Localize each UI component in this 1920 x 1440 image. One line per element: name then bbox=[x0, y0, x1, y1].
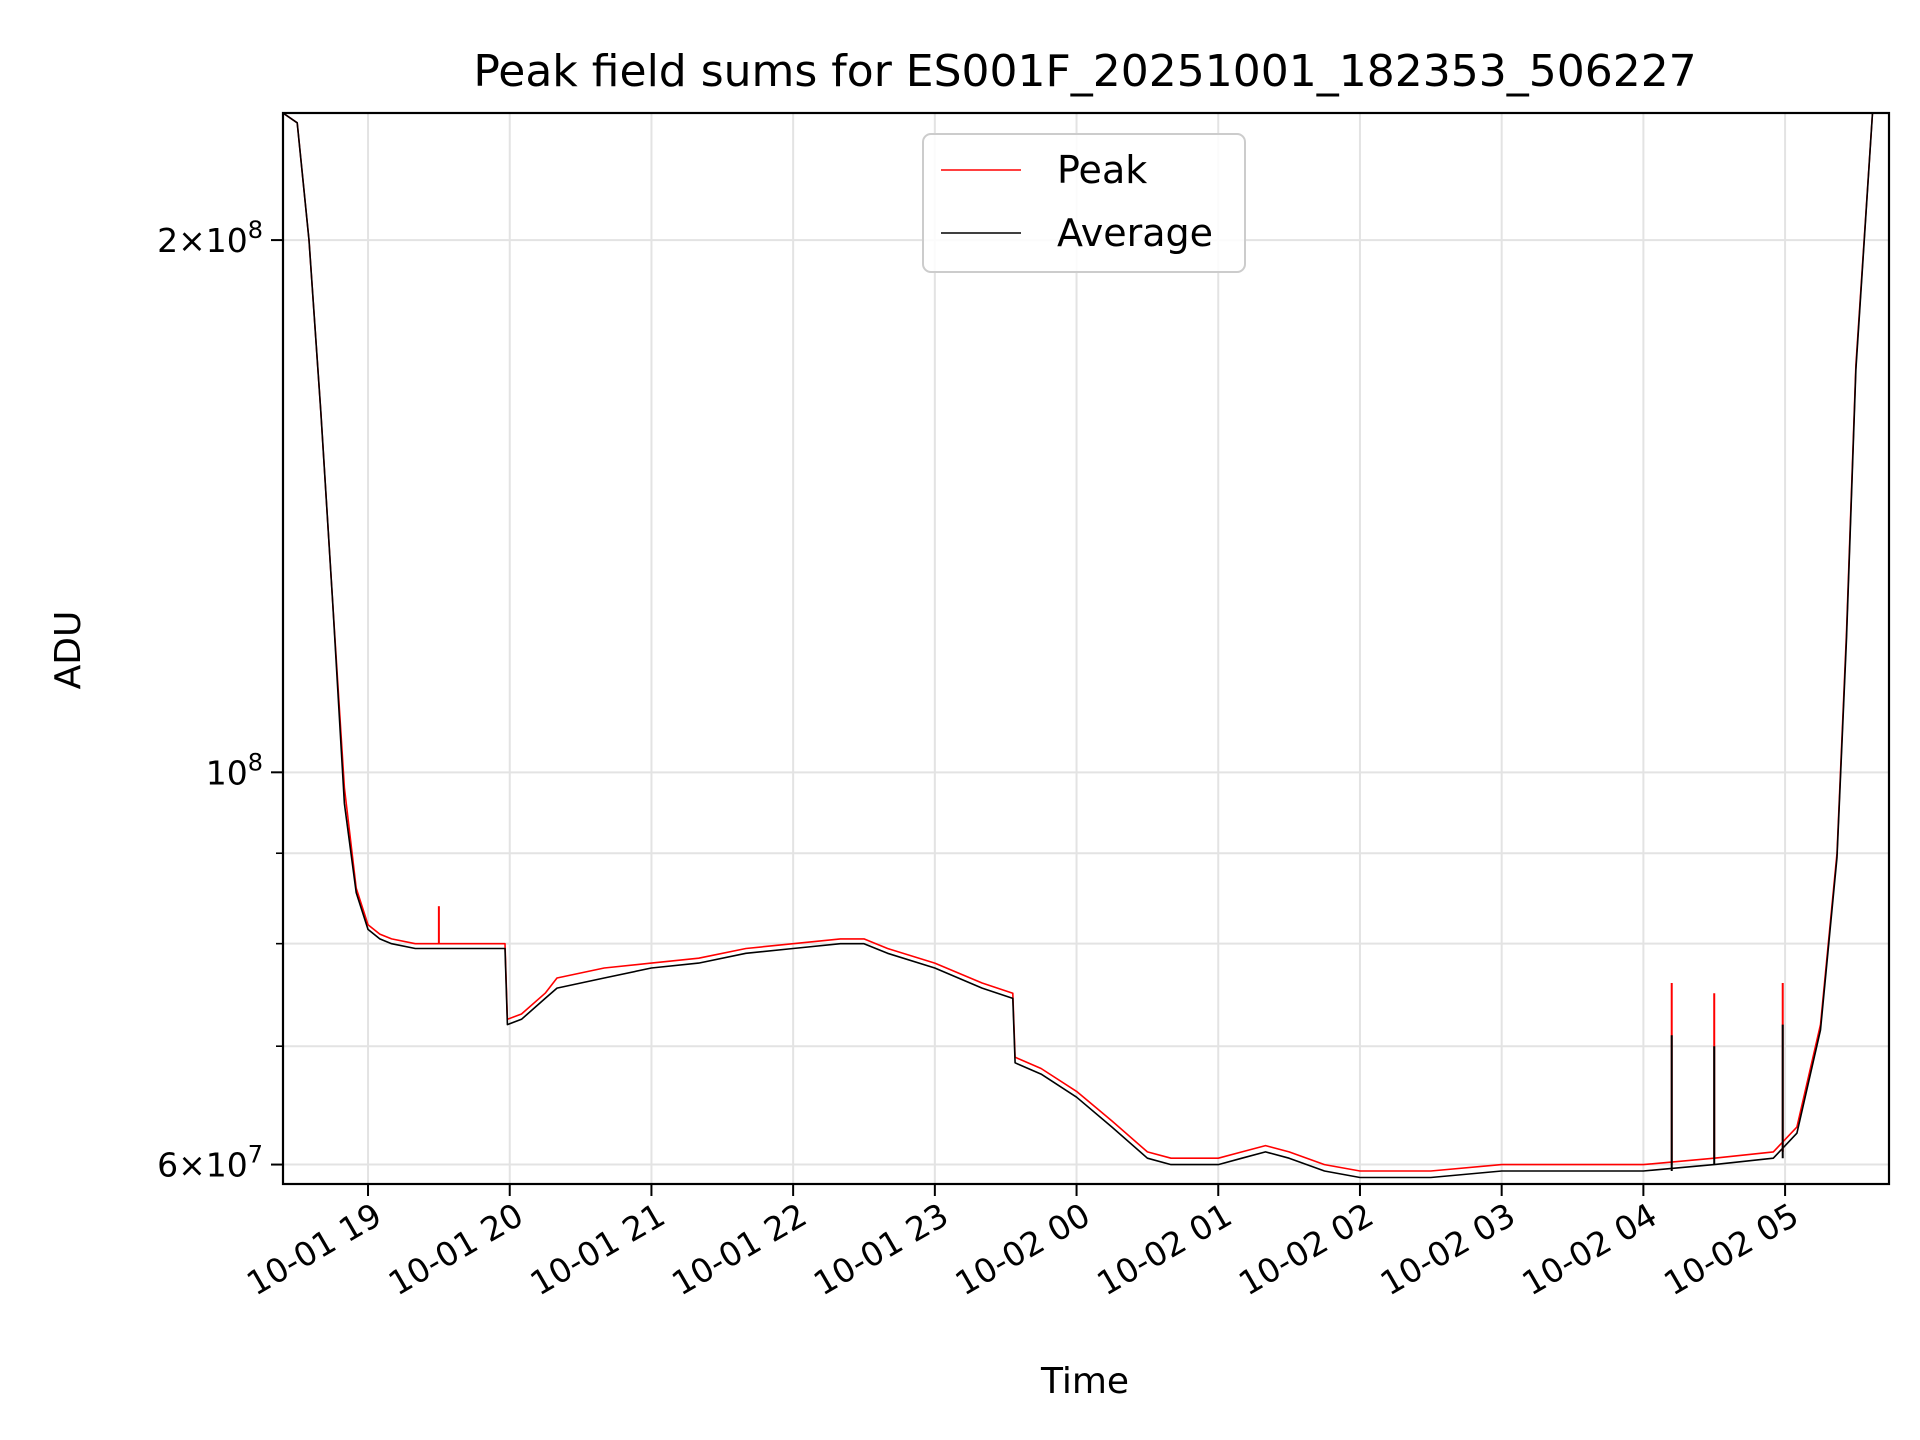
legend-label-peak: Peak bbox=[1057, 148, 1147, 192]
legend: Peak Average bbox=[922, 133, 1246, 273]
legend-box bbox=[922, 133, 1246, 273]
chart-title: Peak field sums for ES001F_20251001_1823… bbox=[473, 46, 1696, 97]
series-line-peak bbox=[283, 113, 1889, 1172]
y-axis: 6×107 108 2×108 bbox=[157, 216, 283, 1185]
legend-label-average: Average bbox=[1057, 211, 1213, 255]
series-layer bbox=[283, 113, 1889, 1179]
y-tick-label: 2×108 bbox=[157, 216, 263, 260]
series-line-average bbox=[283, 113, 1889, 1179]
x-axis-label: Time bbox=[1040, 1361, 1129, 1402]
y-tick-label: 108 bbox=[206, 748, 263, 792]
y-tick-label: 6×107 bbox=[157, 1141, 263, 1185]
y-axis-label: ADU bbox=[48, 611, 89, 690]
plot-frame bbox=[281, 111, 1891, 1186]
